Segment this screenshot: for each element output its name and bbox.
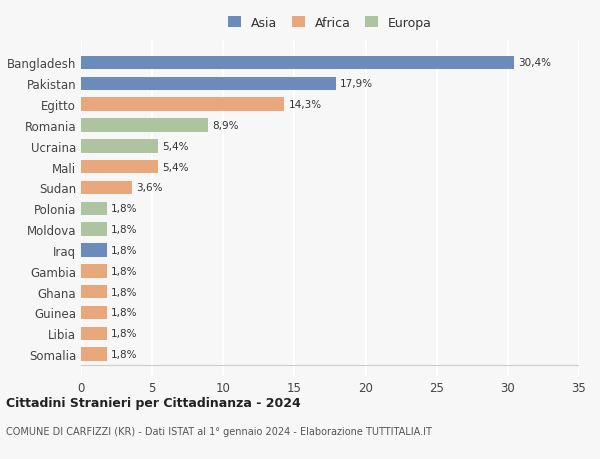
Bar — [81, 306, 107, 319]
Text: 1,8%: 1,8% — [111, 224, 137, 235]
Bar — [81, 347, 107, 361]
Text: 17,9%: 17,9% — [340, 79, 373, 89]
Text: 1,8%: 1,8% — [111, 349, 137, 359]
Bar — [81, 98, 284, 112]
Text: 1,8%: 1,8% — [111, 246, 137, 255]
Text: 14,3%: 14,3% — [289, 100, 322, 110]
Bar — [81, 244, 107, 257]
Text: 8,9%: 8,9% — [212, 121, 238, 131]
Legend: Asia, Africa, Europa: Asia, Africa, Europa — [226, 14, 434, 32]
Text: 1,8%: 1,8% — [111, 266, 137, 276]
Text: 5,4%: 5,4% — [162, 162, 188, 172]
Text: 3,6%: 3,6% — [136, 183, 163, 193]
Text: Cittadini Stranieri per Cittadinanza - 2024: Cittadini Stranieri per Cittadinanza - 2… — [6, 396, 301, 409]
Bar — [81, 223, 107, 236]
Text: 1,8%: 1,8% — [111, 329, 137, 339]
Text: COMUNE DI CARFIZZI (KR) - Dati ISTAT al 1° gennaio 2024 - Elaborazione TUTTITALI: COMUNE DI CARFIZZI (KR) - Dati ISTAT al … — [6, 426, 432, 436]
Text: 1,8%: 1,8% — [111, 287, 137, 297]
Text: 1,8%: 1,8% — [111, 308, 137, 318]
Text: 5,4%: 5,4% — [162, 141, 188, 151]
Bar — [81, 285, 107, 299]
Bar — [81, 161, 158, 174]
Bar — [81, 140, 158, 153]
Text: 1,8%: 1,8% — [111, 204, 137, 214]
Bar — [81, 119, 208, 133]
Text: 30,4%: 30,4% — [518, 58, 551, 68]
Bar — [81, 264, 107, 278]
Bar — [81, 56, 514, 70]
Bar — [81, 202, 107, 216]
Bar — [81, 181, 132, 195]
Bar — [81, 77, 335, 91]
Bar — [81, 327, 107, 341]
